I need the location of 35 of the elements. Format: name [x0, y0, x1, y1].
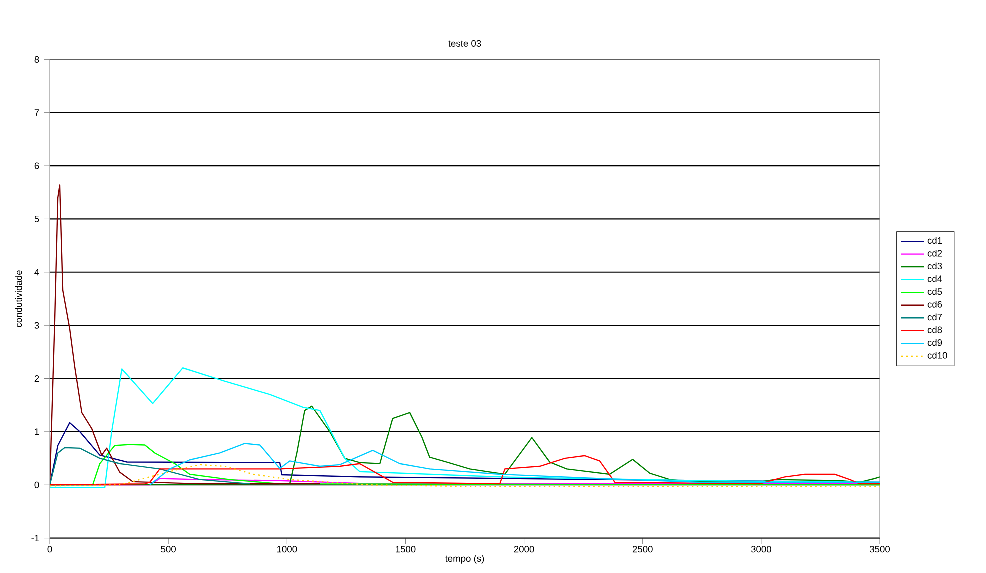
y-tick-label: 7 [34, 110, 40, 116]
line-series [50, 184, 321, 486]
y-tick-label: 6 [34, 162, 40, 170]
legend-label: cd6 [928, 301, 942, 308]
legend-label: cd5 [928, 288, 942, 296]
line-series [50, 447, 251, 486]
x-tick-label: 1000 [277, 546, 298, 553]
y-tick-label: 5 [34, 216, 40, 222]
line-series [50, 455, 880, 486]
y-tick-label: 4 [34, 269, 40, 276]
legend-label: cd4 [928, 275, 942, 282]
line-series [50, 464, 880, 488]
legend-label: cd8 [928, 326, 942, 334]
legend-label: cd1 [928, 237, 942, 244]
x-tick-label: 0 [48, 546, 52, 553]
legend-label: cd3 [928, 262, 942, 270]
x-tick-label: 500 [161, 546, 176, 553]
y-axis-title: condutividade [15, 270, 22, 328]
x-tick-label: 3000 [751, 546, 772, 553]
legend-label: cd2 [928, 250, 942, 257]
x-tick-label: 1500 [396, 546, 416, 553]
y-tick-label: 1 [35, 428, 40, 436]
y-tick-label: 3 [34, 322, 40, 329]
x-tick-label: 2500 [632, 546, 653, 553]
x-axis-title: tempo (s) [445, 555, 484, 564]
x-tick-label: 3500 [870, 546, 890, 553]
legend-label: cd7 [928, 314, 942, 321]
legend-label: cd10 [928, 352, 948, 359]
legend-label: cd9 [928, 339, 942, 346]
y-tick-label: 2 [34, 376, 40, 382]
chart-title: teste 03 [448, 40, 482, 47]
x-tick-label: 2000 [514, 546, 534, 553]
y-tick-label: 0 [34, 482, 40, 488]
y-tick-label: 8 [34, 56, 40, 63]
y-tick-label: -1 [32, 535, 40, 542]
